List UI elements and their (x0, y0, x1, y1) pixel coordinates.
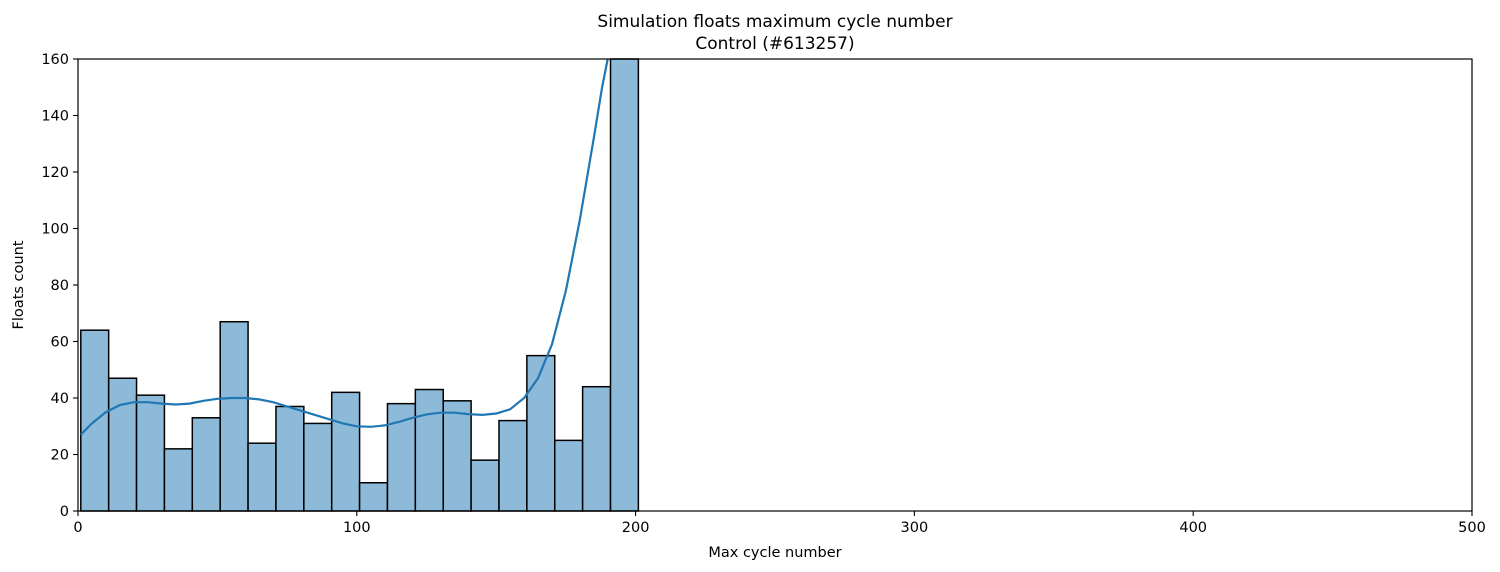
x-axis: 0 100 200 300 400 500 (73, 511, 1486, 536)
y-tick-label: 120 (41, 165, 69, 181)
histogram-bar (553, 439, 584, 512)
y-tick-label: 60 (51, 335, 69, 351)
y-tick-label: 80 (51, 278, 69, 294)
histogram-bar (330, 391, 361, 512)
y-axis: 0 20 40 60 80 100 120 140 160 (41, 52, 78, 520)
histogram-bar (358, 482, 389, 512)
x-tick-label: 400 (1179, 520, 1207, 536)
histogram-bar (414, 388, 444, 512)
histogram-bar (247, 442, 277, 512)
histogram-bar (191, 417, 221, 512)
histogram-bar (219, 320, 249, 512)
histogram-bar (163, 448, 194, 512)
y-tick-label: 100 (41, 222, 69, 238)
histogram-bar (386, 402, 417, 512)
histogram-bar (135, 394, 166, 512)
x-tick-label: 500 (1458, 520, 1486, 536)
x-axis-label: Max cycle number (708, 545, 841, 561)
histogram-bar (303, 422, 333, 512)
chart-subtitle: Control (#613257) (695, 34, 854, 54)
histogram-bar (107, 377, 138, 512)
x-tick-label: 300 (901, 520, 929, 536)
histogram-bar (581, 385, 612, 512)
x-tick-label: 0 (73, 520, 82, 536)
histogram-bar (526, 354, 556, 512)
histogram-bar (275, 405, 305, 512)
kde-line (80, 58, 609, 436)
x-tick-label: 200 (622, 520, 650, 536)
y-tick-label: 20 (51, 448, 69, 464)
histogram-bar (498, 419, 528, 512)
chart-title: Simulation floats maximum cycle number (597, 12, 952, 32)
histogram-bar (609, 58, 640, 512)
bars-group (80, 58, 640, 512)
x-tick-label: 100 (343, 520, 371, 536)
y-tick-label: 40 (51, 391, 69, 407)
y-tick-label: 140 (41, 109, 69, 125)
y-axis-label: Floats count (11, 240, 27, 329)
kde-group (80, 58, 609, 436)
histogram-bar (442, 400, 472, 512)
y-tick-label: 0 (60, 504, 69, 520)
y-tick-label: 160 (41, 52, 69, 68)
histogram-bar (470, 459, 500, 512)
